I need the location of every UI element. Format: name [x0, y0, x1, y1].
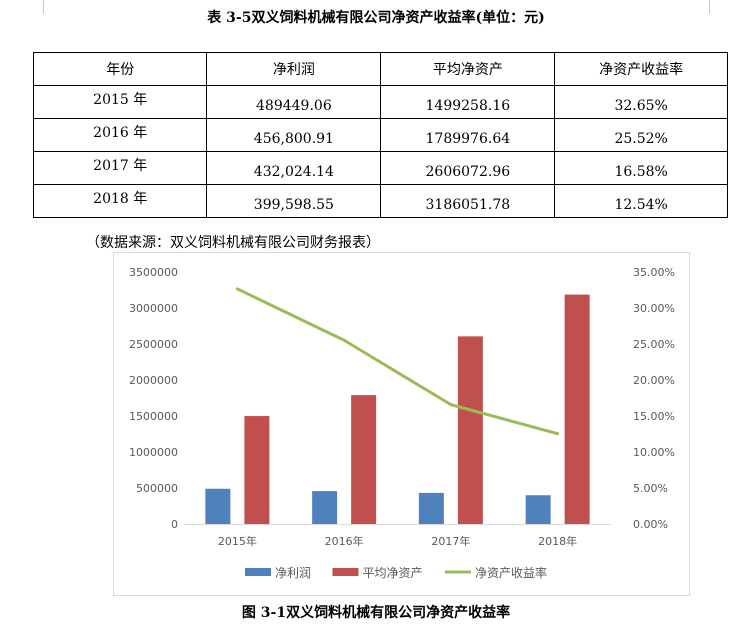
cell-net-profit: 489449.06 [206, 85, 382, 119]
cell-net-profit: 432,024.14 [206, 151, 382, 185]
y-tick-label-right: 15.00% [633, 410, 675, 423]
legend-label: 净利润 [275, 566, 311, 580]
y-tick-label-right: 5.00% [633, 482, 668, 495]
table-header-row: 年份 净利润 平均净资产 净资产收益率 [32, 52, 728, 86]
cell-year: 2018 年 [32, 184, 208, 218]
cell-avg-net-assets: 1789976.64 [380, 118, 556, 152]
crop-mark-right [709, 0, 710, 14]
chart-frame: 0 500000 1000000 1500000 2000000 2500000 30000… [113, 252, 690, 596]
y-tick-label-left: 1000000 [129, 446, 178, 459]
cell-year: 2016 年 [32, 118, 208, 152]
y-tick-label-right: 20.00% [633, 374, 675, 387]
y-tick-label-right: 30.00% [633, 302, 675, 315]
cell-roe: 32.65% [554, 85, 728, 119]
y-tick-label-left: 2500000 [129, 338, 178, 351]
data-source-note: （数据来源：双义饲料机械有限公司财务报表） [86, 235, 380, 251]
cell-roe: 16.58% [554, 151, 728, 185]
bar-net-profit [205, 488, 231, 524]
legend-label: 平均净资产 [363, 566, 423, 580]
line-roe [235, 287, 560, 436]
x-tick-label: 2016年 [325, 534, 364, 548]
y-tick-label-left: 500000 [136, 482, 178, 495]
cell-roe: 25.52% [554, 118, 728, 152]
figure-caption: 图 3-1双义饲料机械有限公司净资产收益率 [241, 605, 511, 621]
table-row: 2016 年 456,800.91 1789976.64 25.52% [32, 118, 728, 152]
x-tick-label: 2018年 [538, 534, 577, 548]
cell-year: 2015 年 [32, 85, 208, 119]
cell-roe: 12.54% [554, 184, 728, 218]
y-tick-label-right: 10.00% [633, 446, 675, 459]
y-tick-label-left: 2000000 [129, 374, 178, 387]
bar-avg-net-assets [351, 395, 377, 524]
cell-net-profit: 399,598.55 [206, 184, 382, 218]
x-tick-label: 2015年 [218, 534, 257, 548]
cell-avg-net-assets: 3186051.78 [380, 184, 556, 218]
header-roe: 净资产收益率 [554, 52, 728, 86]
cell-avg-net-assets: 1499258.16 [380, 85, 556, 119]
bar-net-profit [525, 495, 551, 524]
y-tick-label-left: 3000000 [129, 302, 178, 315]
bar-avg-net-assets [457, 336, 483, 524]
y-tick-label-left: 3500000 [129, 266, 178, 279]
cell-net-profit: 456,800.91 [206, 118, 382, 152]
bar-avg-net-assets [244, 416, 270, 524]
x-tick-label: 2017年 [431, 534, 470, 548]
crop-mark-left [43, 0, 44, 14]
roe-chart: 0 500000 1000000 1500000 2000000 2500000 30000… [129, 266, 675, 580]
cell-year: 2017 年 [32, 151, 208, 185]
header-net-profit: 净利润 [206, 52, 382, 86]
y-tick-label-left: 1500000 [129, 410, 178, 423]
y-tick-label-right: 25.00% [633, 338, 675, 351]
legend-swatch [332, 568, 359, 576]
bar-net-profit [312, 491, 338, 524]
bar-avg-net-assets [564, 294, 590, 524]
header-avg-net-assets: 平均净资产 [380, 52, 556, 86]
y-tick-label-left: 0 [171, 518, 178, 531]
header-year: 年份 [32, 52, 208, 86]
cell-avg-net-assets: 2606072.96 [380, 151, 556, 185]
data-table: 年份 净利润 平均净资产 净资产收益率 2015 年 489449.06 149… [32, 52, 728, 218]
table-row: 2017 年 432,024.14 2606072.96 16.58% [32, 151, 728, 185]
y-tick-label-right: 35.00% [633, 266, 675, 279]
legend-label: 净资产收益率 [475, 565, 547, 580]
table-row: 2018 年 399,598.55 3186051.78 12.54% [32, 184, 728, 218]
bar-net-profit [418, 492, 444, 524]
y-tick-label-right: 0.00% [633, 518, 668, 531]
table-row: 2015 年 489449.06 1499258.16 32.65% [32, 85, 728, 119]
legend-swatch [245, 568, 271, 576]
table-caption: 表 3-5双义饲料机械有限公司净资产收益率(单位：元) [207, 10, 545, 26]
